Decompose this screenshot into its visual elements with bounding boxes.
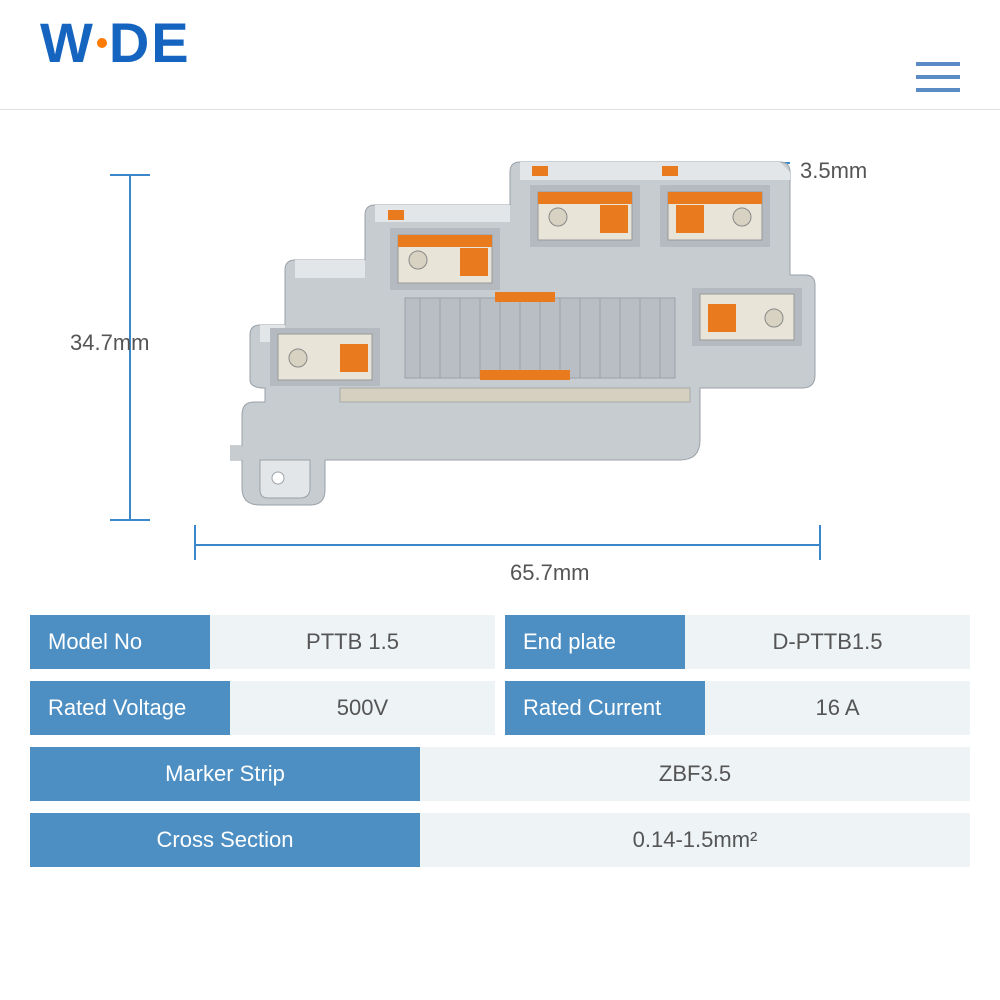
spec-cross-section: Cross Section 0.14-1.5mm² [30,813,970,867]
logo-dot-icon [97,38,107,48]
spec-end-plate: End plate D-PTTB1.5 [505,615,970,669]
spec-value-rated-voltage: 500V [230,681,495,735]
spec-marker-strip: Marker Strip ZBF3.5 [30,747,970,801]
spec-value-model-no: PTTB 1.5 [210,615,495,669]
width-label: 65.7mm [510,560,589,586]
spec-label-rated-voltage: Rated Voltage [30,681,230,735]
logo-w: W [40,11,95,74]
spec-label-rated-current: Rated Current [505,681,705,735]
spec-label-model-no: Model No [30,615,210,669]
spec-value-end-plate: D-PTTB1.5 [685,615,970,669]
spec-value-marker-strip: ZBF3.5 [420,747,970,801]
spec-label-marker-strip: Marker Strip [30,747,420,801]
header: WDE [0,0,1000,110]
spec-rated-voltage: Rated Voltage 500V [30,681,495,735]
spec-label-end-plate: End plate [505,615,685,669]
logo-de: DE [109,11,191,74]
spec-row-4: Cross Section 0.14-1.5mm² [30,813,970,867]
product-diagram: 34.7mm 65.7mm 3.5mm [80,130,920,580]
spec-row-2: Rated Voltage 500V Rated Current 16 A [30,681,970,735]
spec-rated-current: Rated Current 16 A [505,681,970,735]
spec-value-rated-current: 16 A [705,681,970,735]
brand-logo: WDE [40,10,191,75]
spec-model-no: Model No PTTB 1.5 [30,615,495,669]
spec-label-cross-section: Cross Section [30,813,420,867]
menu-icon[interactable] [916,62,960,92]
spec-value-cross-section: 0.14-1.5mm² [420,813,970,867]
product-illustration [230,160,830,510]
spec-table: Model No PTTB 1.5 End plate D-PTTB1.5 Ra… [30,615,970,867]
spec-row-3: Marker Strip ZBF3.5 [30,747,970,801]
spec-row-1: Model No PTTB 1.5 End plate D-PTTB1.5 [30,615,970,669]
width-dimension-icon [190,525,830,565]
height-label: 34.7mm [70,330,149,356]
